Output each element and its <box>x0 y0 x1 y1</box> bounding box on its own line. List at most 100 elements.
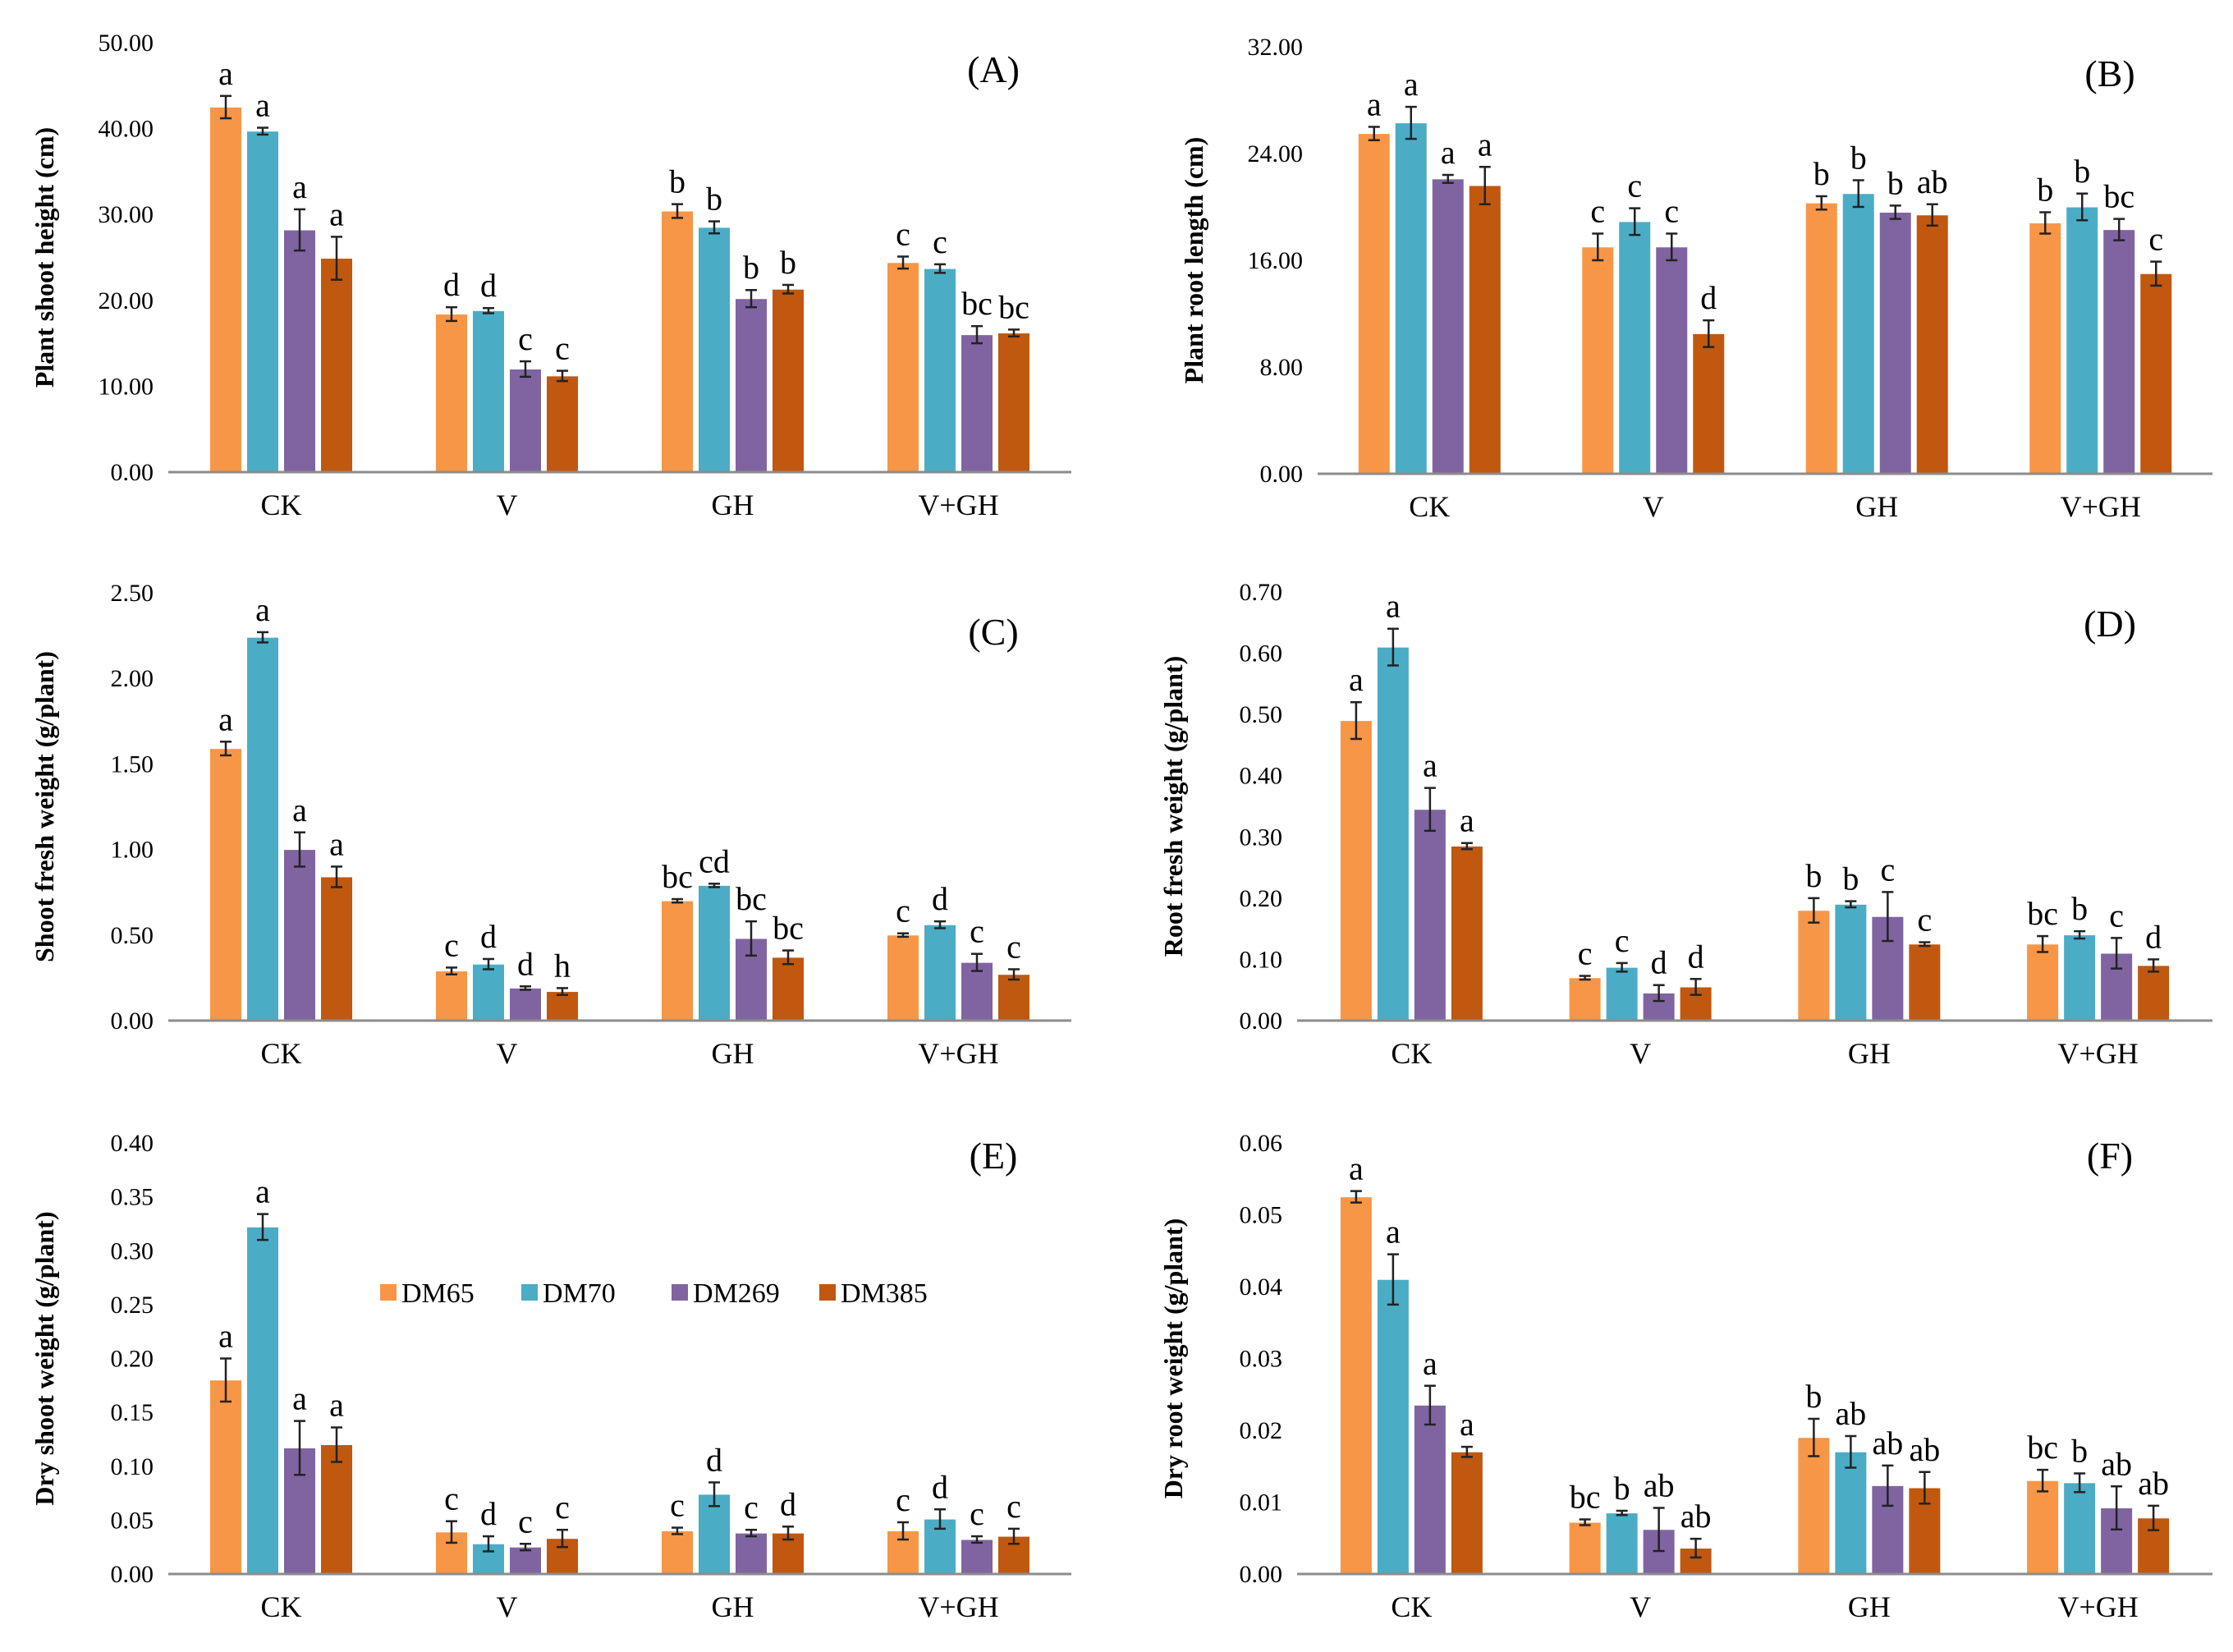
bar <box>735 298 768 473</box>
category-label: V+GH <box>2057 1037 2138 1070</box>
bar <box>2139 273 2173 475</box>
category-label: GH <box>1848 1590 1891 1623</box>
bar <box>772 957 805 1021</box>
y-tick-label: 32.00 <box>1248 34 1304 61</box>
bar <box>887 934 919 1021</box>
bar <box>1339 1196 1373 1575</box>
significance-letter: c <box>970 1495 984 1532</box>
bar <box>661 210 694 473</box>
significance-letter: c <box>896 215 910 252</box>
category-label: CK <box>1391 1037 1432 1070</box>
significance-letter: a <box>255 591 270 628</box>
bar <box>1394 122 1428 475</box>
bar <box>924 268 956 473</box>
significance-letter: c <box>518 320 533 357</box>
y-tick-label: 0.25 <box>111 1292 154 1319</box>
significance-letter: c <box>1917 902 1932 938</box>
y-tick-label: 0.70 <box>1240 579 1283 606</box>
bar <box>661 900 694 1021</box>
significance-letter: h <box>554 947 571 984</box>
significance-letter: a <box>329 195 344 232</box>
significance-letter: c <box>970 913 984 950</box>
significance-letter: a <box>1386 588 1401 625</box>
significance-letter: d <box>517 945 534 982</box>
significance-letter: b <box>743 249 759 286</box>
significance-letter: d <box>1651 944 1667 981</box>
significance-letter: ab <box>2101 1445 2132 1482</box>
y-tick-label: 0.30 <box>111 1237 154 1264</box>
significance-letter: b <box>780 244 796 281</box>
panel-label: (D) <box>2084 603 2136 645</box>
bar <box>1908 943 1942 1021</box>
chart-panel-e: 0.00 0.05 0.10 0.15 0.20 0.25 0.30 0.35 0.40 Dry … <box>30 1130 1071 1623</box>
significance-letter: ab <box>1835 1395 1866 1432</box>
y-tick-label: 0.30 <box>1240 824 1283 851</box>
y-tick-label: 50.00 <box>99 30 154 57</box>
significance-letter: a <box>1349 1150 1364 1187</box>
significance-letter: b <box>706 181 722 218</box>
category-label: V <box>497 1590 518 1623</box>
significance-letter: a <box>1349 661 1364 698</box>
bar <box>2066 206 2099 475</box>
category-label: V+GH <box>918 1590 998 1623</box>
bar <box>1841 193 1875 475</box>
category-label: CK <box>260 1037 301 1070</box>
panel-label: (F) <box>2087 1135 2133 1177</box>
bar <box>1618 221 1652 475</box>
significance-letter: d <box>932 1468 948 1505</box>
significance-letter: bc <box>2027 895 2058 932</box>
chart-panel-d: 0.00 0.10 0.20 0.30 0.40 0.50 0.60 0.70 Root fre… <box>1158 579 2212 1070</box>
category-label: GH <box>1855 490 1898 523</box>
bar <box>320 258 353 473</box>
legend-label: DM70 <box>543 1278 616 1309</box>
significance-letter: b <box>2071 1433 2088 1470</box>
significance-letter: a <box>218 1318 233 1355</box>
legend-group: DM65 DM70 DM269 DM385 <box>380 1278 928 1309</box>
category-label: CK <box>1391 1590 1432 1623</box>
significance-letter: cd <box>699 842 730 879</box>
significance-letter: d <box>780 1485 796 1522</box>
category-label: V+GH <box>2057 1590 2138 1623</box>
y-tick-label: 1.50 <box>111 750 154 778</box>
bar <box>1357 133 1391 475</box>
significance-letter: c <box>1880 851 1895 888</box>
bar <box>1655 246 1689 475</box>
significance-letter: a <box>218 55 233 92</box>
significance-letter: a <box>1441 134 1456 171</box>
category-label: V <box>1630 1590 1651 1623</box>
bar <box>320 1444 353 1575</box>
category-label: GH <box>712 1590 754 1623</box>
bar <box>961 334 993 473</box>
significance-letter: a <box>1460 802 1474 839</box>
y-tick-label: 0.40 <box>1240 763 1283 790</box>
y-tick-label: 0.20 <box>1240 885 1283 912</box>
y-tick-label: 0.00 <box>111 1561 154 1588</box>
y-tick-label: 2.00 <box>111 665 154 692</box>
bar <box>509 1546 542 1575</box>
significance-letter: d <box>932 880 948 917</box>
significance-letter: d <box>1688 938 1704 975</box>
significance-letter: d <box>2145 918 2162 955</box>
y-tick-label: 40.00 <box>99 116 154 143</box>
y-tick-label: 0.06 <box>1240 1130 1283 1157</box>
significance-letter: b <box>1850 140 1867 177</box>
legend-swatch <box>819 1284 836 1301</box>
bar <box>1413 1404 1447 1575</box>
category-label: V <box>497 1037 518 1070</box>
significance-letter: bc <box>961 285 993 322</box>
bar <box>472 963 505 1021</box>
significance-letter: c <box>1578 935 1593 972</box>
significance-letter: a <box>329 1387 344 1424</box>
bar <box>246 1226 279 1575</box>
bar <box>735 1532 768 1575</box>
bar <box>1431 178 1465 475</box>
category-label: GH <box>712 489 754 521</box>
significance-letter: b <box>1842 860 1859 897</box>
legend-label: DM269 <box>693 1278 780 1309</box>
bar <box>1450 1451 1483 1575</box>
category-label: GH <box>1848 1037 1891 1070</box>
y-tick-label: 0.02 <box>1240 1417 1283 1444</box>
bar <box>2063 934 2097 1021</box>
bar <box>2029 223 2062 475</box>
